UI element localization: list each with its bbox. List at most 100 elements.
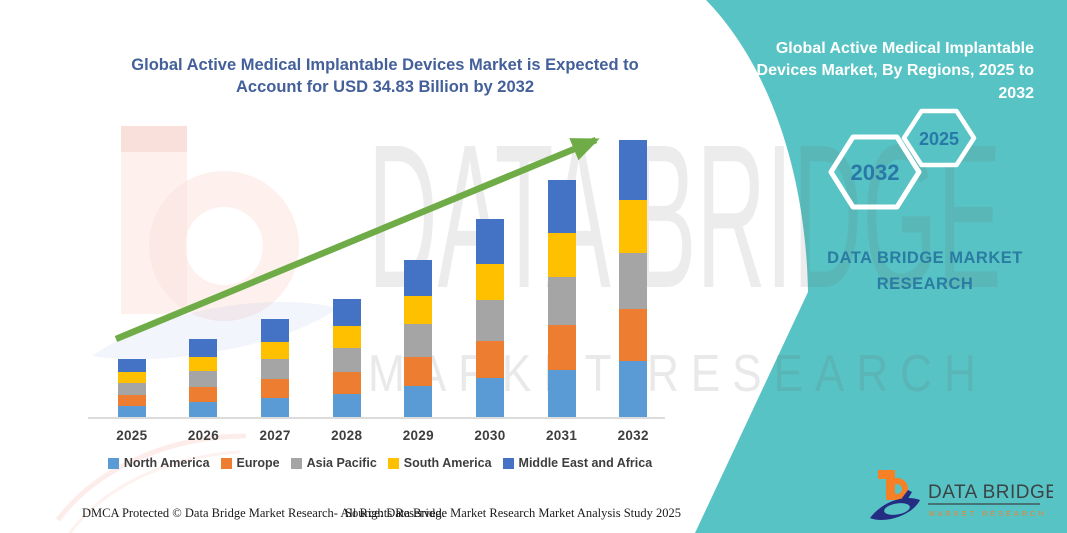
bar-slot-2028 (311, 130, 383, 418)
bar-segment (189, 387, 218, 402)
bar-segment (547, 232, 576, 277)
legend-item: Middle East and Africa (502, 456, 653, 470)
bar-segment (261, 379, 290, 398)
legend-swatch (387, 457, 399, 469)
logo-watermark (55, 126, 338, 533)
stacked-bar-2028 (332, 299, 361, 418)
x-axis-label: 2026 (187, 428, 220, 443)
bar-segment (117, 394, 146, 406)
panel-title: Global Active Medical Implantable Device… (756, 40, 1034, 102)
legend-swatch (107, 457, 119, 469)
bar-slot-2032 (597, 130, 669, 418)
bar-segment (332, 299, 361, 327)
x-axis-label: 2027 (259, 428, 291, 443)
bar-slot-2025 (96, 130, 168, 418)
bar-slot-2031 (526, 130, 598, 418)
x-axis-labels: 2025 2026 2027 2028 2029 2030 2031 2032 (96, 428, 669, 443)
bar-slot-2027 (239, 130, 311, 418)
x-axis-label: 2032 (617, 428, 649, 443)
bar-segment (261, 319, 290, 342)
bar-segment (547, 325, 576, 370)
hexagon-2032-label: 2032 (851, 160, 900, 185)
data-bridge-logo: DATA BRIDGE MARKET RESEARCH (870, 470, 1053, 520)
chart-title: Global Active Medical Implantable Device… (131, 56, 639, 96)
x-axis-label: 2025 (116, 428, 148, 443)
x-axis-label: 2030 (474, 428, 506, 443)
bar-segment (332, 393, 361, 418)
x-axis-label: 2028 (331, 428, 363, 443)
bar-segment (475, 299, 504, 341)
legend-label: Europe (236, 456, 280, 470)
logo-tagline: MARKET RESEARCH (929, 511, 1047, 518)
bar-segment (404, 356, 433, 387)
bar-segment (619, 361, 648, 418)
footer-dmca-text: DMCA Protected © Data Bridge Market Rese… (82, 506, 445, 520)
hexagon-2025 (901, 108, 977, 168)
legend-label: North America (123, 456, 210, 470)
hexagon-2025-label: 2025 (919, 129, 959, 149)
teal-swoosh-panel (695, 0, 1067, 533)
legend-label: Middle East and Africa (518, 456, 653, 470)
bar-segment (475, 340, 504, 378)
bar-segment (547, 369, 576, 418)
bar-slot-2030 (454, 130, 526, 418)
legend-swatch (220, 457, 232, 469)
bar-segment (332, 371, 361, 394)
bar-segment (117, 358, 146, 373)
bar-segment (619, 309, 648, 362)
bar-segment (261, 397, 290, 418)
bar-segment (261, 341, 290, 360)
bar-segment (475, 263, 504, 300)
bar-chart-plot (96, 130, 669, 418)
legend-label: Asia Pacific (306, 456, 377, 470)
legend-label: South America (403, 456, 492, 470)
brand-heading: DATA BRIDGE MARKET RESEARCH (827, 249, 1023, 293)
legend-item: Europe (220, 456, 280, 470)
bar-segment (475, 377, 504, 418)
footer-source-text: Source: Data Bridge Market Research Mark… (345, 506, 682, 520)
x-axis-label: 2029 (402, 428, 434, 443)
legend-swatch (290, 457, 302, 469)
x-axis-line (88, 417, 665, 419)
bar-segment (189, 338, 218, 358)
bar-segment (475, 218, 504, 264)
bar-slot-2026 (168, 130, 240, 418)
stacked-bar-2025 (117, 358, 146, 418)
chart-legend: North America Europe Asia Pacific South Ame… (80, 456, 680, 470)
bar-segment (117, 382, 146, 395)
bar-segment (261, 359, 290, 380)
bar-segment (189, 371, 218, 388)
bar-segment (547, 179, 576, 233)
bar-segment (189, 401, 218, 418)
bar-slot-2029 (383, 130, 455, 418)
bar-segment (619, 200, 648, 253)
stacked-bar-2032 (619, 139, 648, 418)
bar-segment (332, 326, 361, 348)
stacked-bar-2026 (189, 338, 218, 418)
legend-item: South America (387, 456, 492, 470)
bar-segment (547, 276, 576, 326)
bar-segment (619, 139, 648, 201)
x-axis-label: 2031 (545, 428, 578, 443)
stacked-bar-2027 (261, 319, 290, 418)
bar-segment (404, 324, 433, 357)
legend-item: Asia Pacific (290, 456, 377, 470)
logo-mark-icon (870, 470, 920, 520)
logo-name: DATA BRIDGE (928, 482, 1053, 503)
bar-segment (404, 260, 433, 296)
bar-segment (404, 386, 433, 418)
legend-item: North America (107, 456, 210, 470)
legend-swatch (502, 457, 514, 469)
bar-segment (619, 252, 648, 310)
bar-segment (117, 372, 146, 383)
bar-segment (189, 357, 218, 372)
stacked-bar-2029 (404, 260, 433, 418)
hexagon-2032 (828, 134, 922, 210)
bar-segment (404, 295, 433, 325)
stacked-bar-2031 (547, 179, 576, 418)
stacked-bar-2030 (475, 218, 504, 418)
